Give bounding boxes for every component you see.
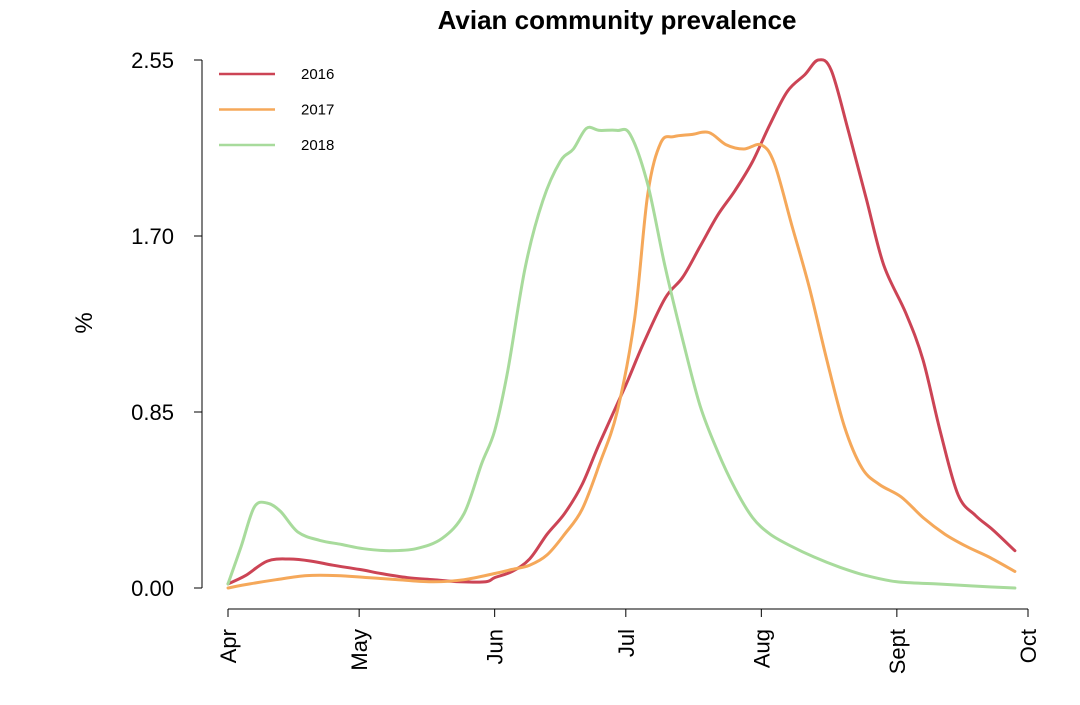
legend: 2016 2017 2018 [219,66,334,154]
series-line-2018 [226,125,1017,590]
y-tick-label: 0.00 [131,576,174,601]
x-tick-label: Sept [885,629,910,674]
chart-title: Avian community prevalence [438,5,797,35]
x-tick-label: Oct [1016,629,1041,663]
series-line-2017 [226,130,1017,590]
series-line-2016 [226,58,1017,586]
y-tick-label: 0.85 [131,400,174,425]
series-group [226,58,1017,590]
legend-label: 2016 [301,66,334,83]
x-tick-label: Apr [216,629,241,663]
y-axis-label: % [71,312,98,333]
x-tick-label: Jun [483,629,508,664]
x-tick-label: May [347,629,372,671]
axes: 0.00 0.85 1.70 2.55 Apr May Jun Jul Aug Sept Oct [131,48,1041,674]
x-tick-label: Aug [749,629,774,668]
y-tick-label: 1.70 [131,224,174,249]
legend-label: 2017 [301,102,334,119]
legend-label: 2018 [301,137,334,154]
y-tick-label: 2.55 [131,48,174,73]
x-tick-label: Jul [614,629,639,657]
